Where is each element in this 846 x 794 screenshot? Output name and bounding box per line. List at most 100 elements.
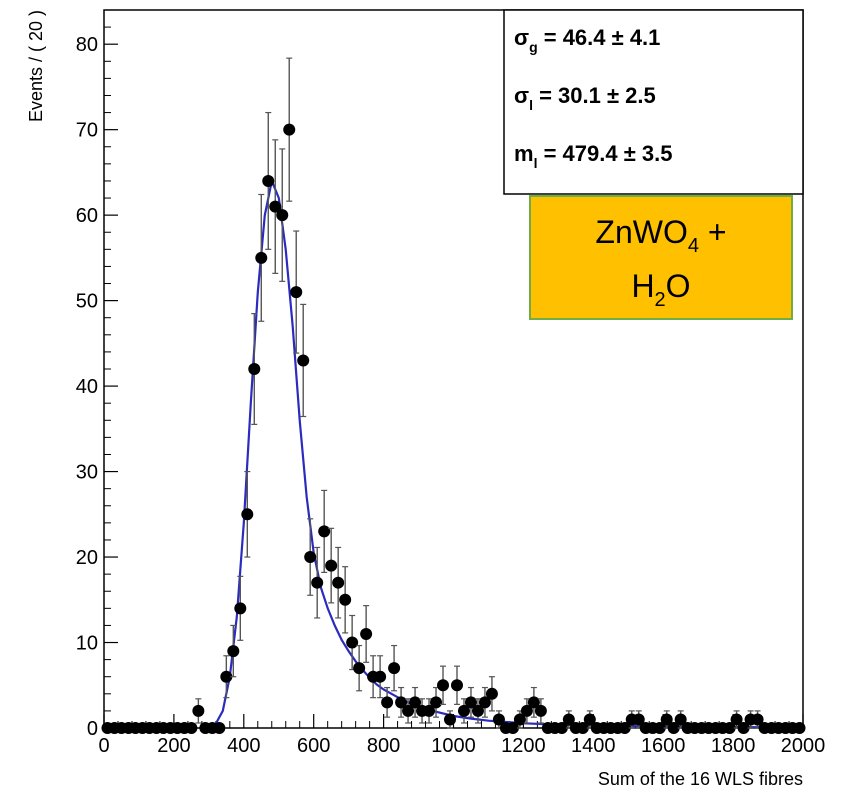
data-marker <box>353 662 366 675</box>
data-point <box>730 710 743 729</box>
data-point <box>374 655 387 699</box>
data-points-group <box>101 57 806 734</box>
data-point <box>430 686 443 718</box>
data-marker <box>562 713 575 726</box>
x-tick-label: 200 <box>157 735 190 757</box>
y-tick-label: 70 <box>76 120 98 142</box>
data-point <box>506 722 519 734</box>
data-marker <box>332 576 345 589</box>
data-point <box>437 665 450 705</box>
y-tick-label: 20 <box>76 547 98 569</box>
data-point <box>632 710 645 729</box>
data-marker <box>534 704 547 717</box>
stats-box: σg = 46.4 ± 4.1 σl = 30.1 ± 2.5 ml = 479.4… <box>503 9 804 195</box>
data-point <box>255 193 268 322</box>
data-marker <box>478 696 491 709</box>
data-marker <box>220 670 233 683</box>
data-point <box>423 698 436 724</box>
data-point <box>667 722 680 734</box>
data-point <box>185 722 198 734</box>
data-point <box>527 686 540 718</box>
x-tick-label: 400 <box>227 735 260 757</box>
data-marker <box>395 696 408 709</box>
data-point <box>464 686 477 718</box>
y-tick-label: 80 <box>76 34 98 56</box>
data-marker <box>339 593 352 606</box>
material-annotation-box <box>529 195 793 320</box>
data-marker <box>388 662 401 675</box>
data-point <box>457 698 470 724</box>
material-annotation: ZnWO4 + H2O <box>529 195 793 320</box>
x-tick-label: 600 <box>297 735 330 757</box>
data-marker <box>234 602 247 615</box>
y-tick-label: 60 <box>76 205 98 227</box>
data-point <box>220 655 233 699</box>
data-marker <box>632 713 645 726</box>
x-tick-label: 1400 <box>571 735 616 757</box>
data-point <box>353 644 366 692</box>
data-point <box>269 139 282 274</box>
y-tick-label: 40 <box>76 376 98 398</box>
data-point <box>395 686 408 718</box>
data-point <box>555 722 568 734</box>
data-marker <box>276 209 289 222</box>
y-axis: 0 10 20 30 40 50 60 70 80 <box>76 26 118 740</box>
data-point <box>388 644 401 692</box>
data-marker <box>450 679 463 692</box>
x-tick-label: 1200 <box>501 735 546 757</box>
data-point <box>737 722 750 734</box>
data-marker <box>269 200 282 213</box>
data-marker <box>325 559 338 572</box>
data-marker <box>471 704 484 717</box>
data-marker <box>527 696 540 709</box>
data-marker <box>520 704 533 717</box>
data-point <box>339 566 352 634</box>
x-axis-title: Sum of the 16 WLS fibres <box>598 769 803 789</box>
data-marker <box>283 123 296 136</box>
x-tick-label: 1600 <box>641 735 686 757</box>
data-marker <box>423 704 436 717</box>
data-point <box>304 518 317 596</box>
data-point <box>192 698 205 724</box>
data-point <box>674 710 687 729</box>
data-marker <box>457 704 470 717</box>
data-point <box>241 470 254 558</box>
data-point <box>297 303 310 418</box>
data-point <box>325 527 338 604</box>
data-point <box>213 722 226 734</box>
data-point <box>450 665 463 705</box>
data-point <box>793 722 806 734</box>
data-point <box>409 686 422 718</box>
data-marker <box>346 636 359 649</box>
data-marker <box>213 722 226 734</box>
data-marker <box>248 363 261 375</box>
data-marker <box>430 696 443 709</box>
x-axis: 0 200 400 600 800 1000 1200 1400 1600 1800 2000 <box>98 714 825 757</box>
data-marker <box>444 713 457 726</box>
data-point <box>346 614 359 671</box>
data-point <box>471 698 484 724</box>
data-point <box>520 698 533 724</box>
data-marker <box>674 713 687 726</box>
data-marker <box>360 627 373 640</box>
y-tick-label: 0 <box>87 718 98 740</box>
data-marker <box>555 722 568 734</box>
data-point <box>234 575 247 641</box>
data-marker <box>374 670 387 683</box>
data-point <box>492 710 505 729</box>
data-point <box>478 686 491 718</box>
data-point <box>276 148 289 282</box>
data-point <box>485 676 498 712</box>
data-marker <box>227 645 240 658</box>
data-marker <box>381 696 394 709</box>
data-marker <box>297 354 310 367</box>
data-point <box>444 710 457 729</box>
material-annotation-line2: H2O <box>631 268 690 311</box>
data-marker <box>185 722 198 734</box>
x-tick-label: 1800 <box>711 735 756 757</box>
data-marker <box>737 722 750 734</box>
y-tick-label: 30 <box>76 462 98 484</box>
stats-row: ml = 479.4 ± 3.5 <box>514 141 672 171</box>
x-tick-label: 1000 <box>431 735 476 757</box>
y-axis-title: Events / ( 20 ) <box>26 10 46 122</box>
